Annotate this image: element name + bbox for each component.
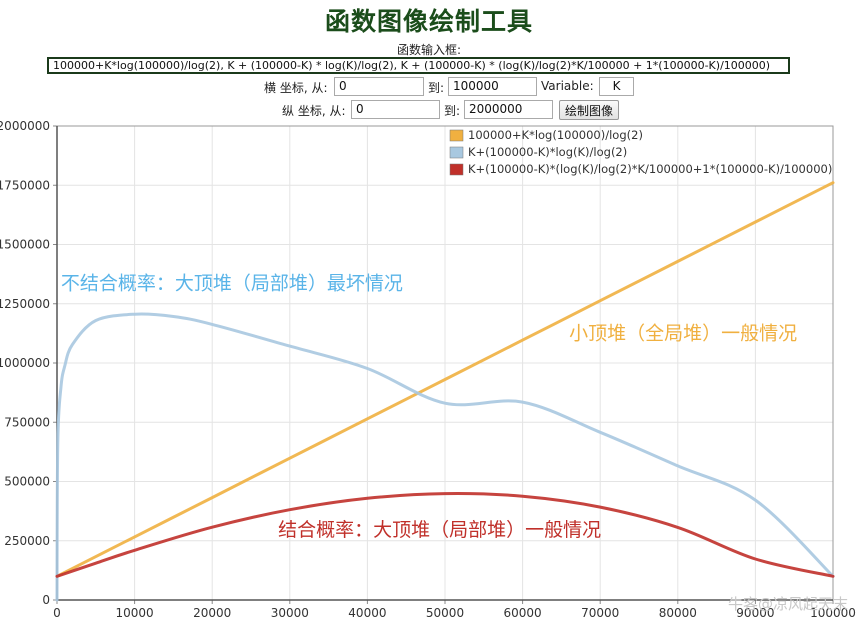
legend-label: K+(100000-K)*log(K)/log(2)	[468, 145, 627, 159]
y-tick-label: 250000	[4, 534, 50, 548]
y-tick-label: 1750000	[0, 178, 50, 192]
y-tick-label: 2000000	[0, 119, 50, 133]
legend-swatch	[449, 163, 464, 176]
x-tick-label: 20000	[193, 606, 231, 620]
y-range-label: 纵 坐标, 从:	[282, 104, 346, 118]
variable-label: Variable:	[541, 79, 594, 93]
function-input[interactable]: 100000+K*log(100000)/log(2), K + (100000…	[47, 57, 790, 74]
x-tick-label: 0	[53, 606, 61, 620]
x-tick-label: 80000	[659, 606, 697, 620]
y-tick-label: 500000	[4, 475, 50, 489]
chart: 0 10000 20000 30000 40000 50000 60000 70000 8000…	[0, 119, 856, 620]
y-tick-label: 750000	[4, 415, 50, 429]
x-tick-label: 30000	[271, 606, 309, 620]
chart-annotations: 不结合概率：大顶堆（局部堆）最坏情况小顶堆（全局堆）一般情况结合概率：大顶堆（局…	[61, 273, 797, 541]
x-tick-label: 100000	[810, 606, 856, 620]
x-to-label: 到:	[428, 81, 445, 95]
function-input-label: 函数输入框:	[396, 43, 462, 57]
series-line-2	[55, 312, 835, 602]
legend-label: 100000+K*log(100000)/log(2)	[468, 128, 643, 142]
y-tick-label: 0	[42, 593, 50, 607]
x-tick-label: 90000	[736, 606, 774, 620]
y-to-input[interactable]: 2000000	[464, 100, 553, 119]
legend-swatch	[449, 146, 464, 159]
annotation-label: 小顶堆（全局堆）一般情况	[569, 322, 797, 344]
legend-swatch	[449, 129, 464, 142]
y-from-input[interactable]: 0	[351, 100, 440, 119]
x-to-input[interactable]: 100000	[448, 77, 537, 96]
series-line-1	[55, 181, 835, 578]
x-tick-label: 40000	[348, 606, 386, 620]
chart-legend: 100000+K*log(100000)/log(2) K+(100000-K)*…	[449, 128, 832, 176]
x-tick-label: 70000	[581, 606, 619, 620]
watermark: 牛客@凉风起天末	[727, 595, 848, 613]
y-tick-label: 1250000	[0, 297, 50, 311]
variable-input[interactable]: K	[599, 77, 634, 96]
y-tick-label: 1500000	[0, 238, 50, 252]
page-title: 函数图像绘制工具	[324, 7, 533, 36]
chart-series	[55, 181, 835, 602]
legend-label: K+(100000-K)*(log(K)/log(2)*K/100000+1*(…	[468, 162, 832, 176]
x-tick-label: 10000	[116, 606, 154, 620]
x-range-label: 横 坐标, 从:	[264, 81, 328, 95]
x-tick-label: 60000	[504, 606, 542, 620]
x-tick-label: 50000	[426, 606, 464, 620]
x-from-input[interactable]: 0	[334, 77, 424, 96]
annotation-label: 结合概率：大顶堆（局部堆）一般情况	[278, 519, 601, 541]
series-line-3	[55, 492, 835, 578]
y-to-label: 到:	[444, 104, 461, 118]
annotation-label: 不结合概率：大顶堆（局部堆）最坏情况	[61, 273, 403, 295]
y-tick-label: 1000000	[0, 356, 50, 370]
plot-button[interactable]: 绘制图像	[559, 100, 620, 120]
